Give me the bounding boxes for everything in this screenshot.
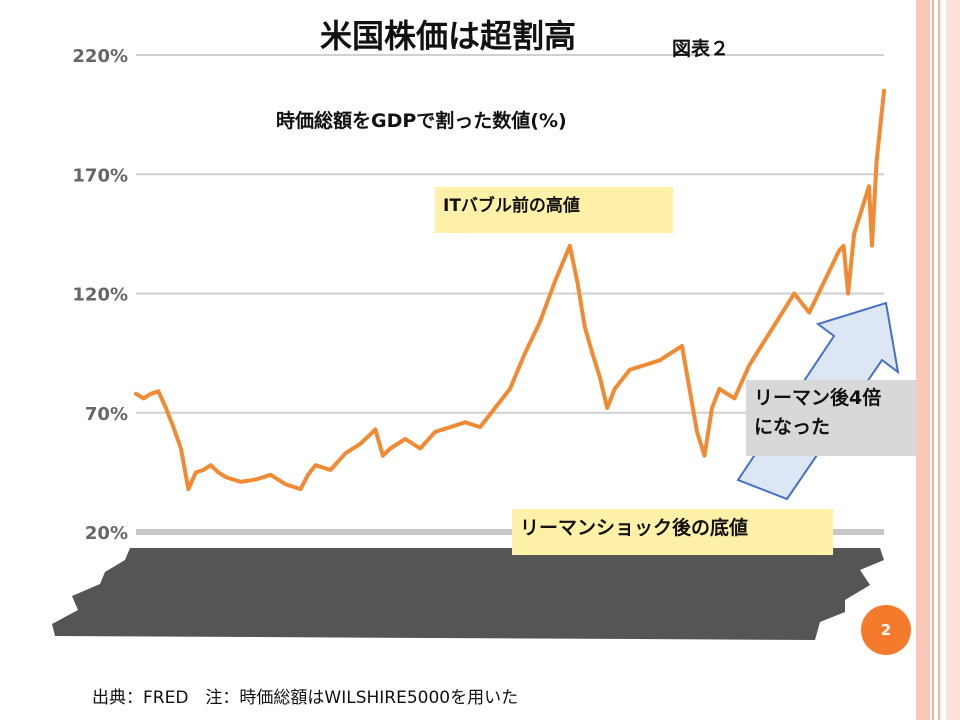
series-line <box>134 88 886 492</box>
y-tick-label: 220% <box>72 46 128 67</box>
page-number-badge: 2 <box>861 605 911 655</box>
series-path <box>134 88 886 492</box>
y-tick-label: 70% <box>85 404 128 425</box>
y-tick-label: 20% <box>85 523 128 544</box>
slide-right-border <box>916 0 960 720</box>
slide-right-border-line-1 <box>932 0 934 720</box>
annotation-lehman-bottom: リーマンショック後の底値 <box>512 509 833 555</box>
slide-right-border-stripe <box>916 0 930 720</box>
figure-label: 図表２ <box>672 38 730 60</box>
x-axis-tick-band <box>52 548 884 640</box>
annotation-it-bubble: ITバブル前の高値 <box>435 187 673 233</box>
annotation-four-times-line2: になった <box>754 416 831 438</box>
annotation-four-times: リーマン後4倍 になった <box>746 380 926 456</box>
y-tick-labels: 20% 70% 120% 170% 220% <box>72 46 128 544</box>
chart-subtitle: 時価総額をGDPで割った数値(%) <box>276 110 567 132</box>
source-note: 出典：FRED 注：時価総額はWILSHIRE5000を用いた <box>92 688 519 708</box>
annotation-four-times-line1: リーマン後4倍 <box>754 387 882 409</box>
slide-right-border-fill <box>946 0 960 720</box>
slide-right-border-line-2 <box>938 0 940 720</box>
y-tick-label: 170% <box>72 165 128 186</box>
x-axis-tick-band-shape <box>52 548 884 640</box>
y-tick-label: 120% <box>72 285 128 306</box>
slide-title: 米国株価は超割高 <box>320 17 577 55</box>
